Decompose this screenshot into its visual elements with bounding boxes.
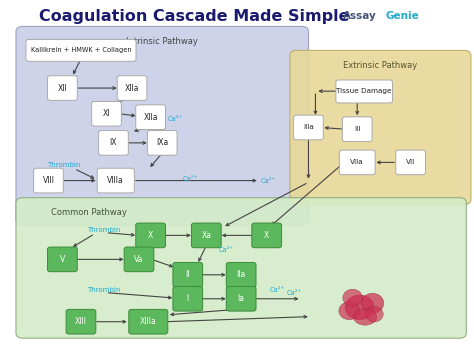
- Text: Ca²⁺: Ca²⁺: [218, 247, 233, 253]
- Text: IXa: IXa: [156, 138, 168, 147]
- FancyBboxPatch shape: [396, 150, 426, 175]
- Text: Kallikrein + HMWK + Collagen: Kallikrein + HMWK + Collagen: [31, 47, 131, 53]
- Text: Assay: Assay: [343, 11, 377, 21]
- Text: Genie: Genie: [385, 11, 419, 21]
- FancyBboxPatch shape: [339, 150, 375, 175]
- FancyBboxPatch shape: [16, 26, 309, 225]
- Ellipse shape: [354, 309, 377, 325]
- FancyBboxPatch shape: [91, 101, 121, 126]
- FancyBboxPatch shape: [226, 262, 256, 287]
- FancyBboxPatch shape: [26, 40, 136, 61]
- Text: Thrombin: Thrombin: [47, 162, 81, 168]
- Text: IX: IX: [109, 138, 117, 147]
- FancyBboxPatch shape: [117, 76, 147, 100]
- Ellipse shape: [343, 289, 362, 306]
- FancyBboxPatch shape: [336, 80, 392, 103]
- Text: XIII: XIII: [75, 317, 87, 326]
- Text: Coagulation Cascade Made Simple: Coagulation Cascade Made Simple: [39, 9, 350, 24]
- FancyBboxPatch shape: [97, 168, 134, 193]
- Text: Intrinsic Pathway: Intrinsic Pathway: [126, 37, 198, 46]
- FancyBboxPatch shape: [147, 130, 177, 155]
- FancyBboxPatch shape: [47, 247, 77, 272]
- Text: Xa: Xa: [201, 231, 211, 240]
- FancyBboxPatch shape: [124, 247, 154, 272]
- FancyBboxPatch shape: [66, 309, 96, 334]
- FancyBboxPatch shape: [34, 168, 64, 193]
- FancyBboxPatch shape: [136, 105, 165, 130]
- Text: Ca²⁺: Ca²⁺: [168, 116, 183, 122]
- Text: Ca²⁺: Ca²⁺: [182, 176, 198, 182]
- Text: Ca²⁺: Ca²⁺: [270, 287, 285, 292]
- Text: XIIa: XIIa: [143, 113, 158, 122]
- Text: VII: VII: [406, 159, 415, 165]
- Text: Ca²⁺: Ca²⁺: [261, 178, 276, 184]
- Text: IIIa: IIIa: [303, 125, 314, 130]
- FancyBboxPatch shape: [293, 115, 323, 140]
- Text: II: II: [185, 270, 190, 279]
- Text: XII: XII: [57, 84, 67, 93]
- Text: VIIa: VIIa: [350, 159, 364, 165]
- FancyBboxPatch shape: [47, 76, 77, 100]
- Ellipse shape: [339, 302, 360, 320]
- Text: IIa: IIa: [237, 270, 246, 279]
- Ellipse shape: [345, 295, 374, 320]
- FancyBboxPatch shape: [99, 130, 128, 155]
- Text: X: X: [264, 231, 269, 240]
- FancyBboxPatch shape: [252, 223, 282, 248]
- Text: Va: Va: [134, 255, 144, 264]
- Text: Ia: Ia: [237, 294, 245, 303]
- FancyBboxPatch shape: [136, 223, 165, 248]
- FancyBboxPatch shape: [191, 223, 221, 248]
- Text: VIII: VIII: [43, 176, 55, 185]
- FancyBboxPatch shape: [226, 287, 256, 311]
- Text: XIIIa: XIIIa: [140, 317, 157, 326]
- Ellipse shape: [365, 307, 383, 322]
- Text: XIIa: XIIa: [125, 84, 139, 93]
- FancyBboxPatch shape: [173, 287, 202, 311]
- Text: Tissue Damage: Tissue Damage: [337, 88, 392, 95]
- Text: III: III: [354, 126, 360, 132]
- Text: Extrinsic Pathway: Extrinsic Pathway: [343, 61, 418, 69]
- Text: Thrombin: Thrombin: [88, 227, 121, 233]
- Text: X: X: [148, 231, 153, 240]
- FancyBboxPatch shape: [342, 117, 372, 141]
- FancyBboxPatch shape: [129, 309, 168, 334]
- Text: VIIIa: VIIIa: [108, 176, 124, 185]
- Text: Thrombin: Thrombin: [88, 287, 121, 292]
- Ellipse shape: [361, 293, 383, 313]
- Text: Common Pathway: Common Pathway: [51, 208, 127, 217]
- FancyBboxPatch shape: [16, 198, 466, 338]
- Text: XI: XI: [103, 109, 110, 118]
- Text: I: I: [187, 294, 189, 303]
- Text: Ca²⁺: Ca²⁺: [286, 290, 301, 295]
- FancyBboxPatch shape: [290, 50, 471, 205]
- Text: V: V: [60, 255, 65, 264]
- FancyBboxPatch shape: [173, 262, 202, 287]
